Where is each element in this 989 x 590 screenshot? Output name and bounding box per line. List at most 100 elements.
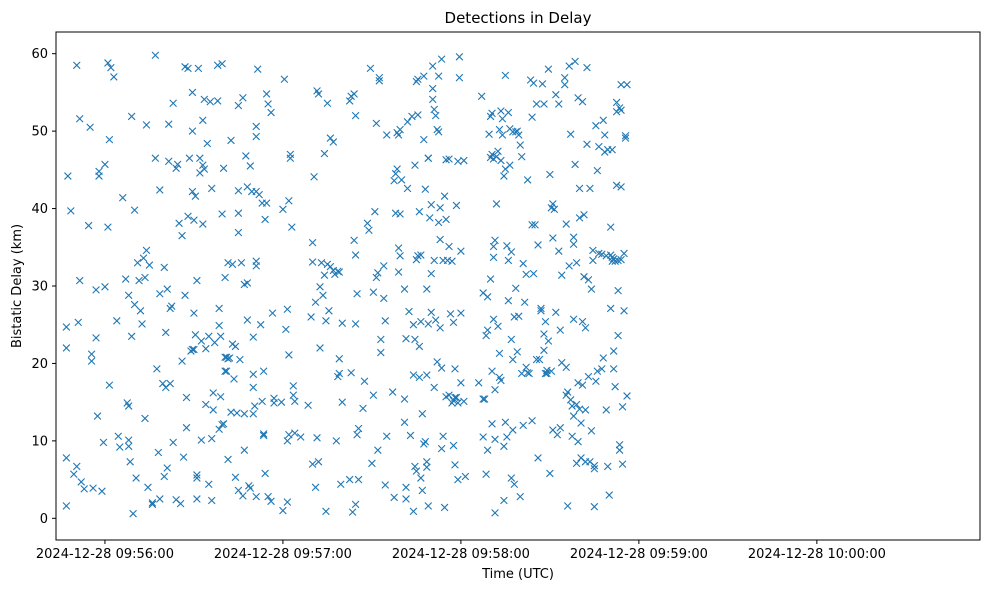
data-point xyxy=(236,355,244,364)
data-point xyxy=(216,332,225,341)
data-point xyxy=(537,306,545,315)
data-point xyxy=(504,296,513,305)
data-point xyxy=(351,251,360,259)
data-point xyxy=(442,155,450,164)
data-point xyxy=(509,355,517,364)
data-point xyxy=(617,255,625,264)
data-point xyxy=(581,406,590,414)
data-point xyxy=(219,420,228,428)
data-point xyxy=(562,363,570,372)
data-point xyxy=(417,317,425,326)
data-point xyxy=(351,500,360,509)
data-point xyxy=(113,317,121,325)
data-point xyxy=(427,200,436,209)
data-point xyxy=(196,154,204,163)
data-point xyxy=(202,344,210,353)
data-point xyxy=(219,164,228,173)
data-point xyxy=(345,475,354,484)
data-point xyxy=(489,253,498,262)
data-point xyxy=(200,95,209,104)
data-point xyxy=(455,52,464,61)
data-point xyxy=(319,291,327,300)
data-point xyxy=(445,155,453,163)
data-point xyxy=(557,271,566,279)
data-point xyxy=(308,258,317,266)
data-point xyxy=(529,269,538,278)
data-point xyxy=(350,90,358,98)
data-point xyxy=(436,235,444,244)
data-point xyxy=(532,100,541,108)
data-point xyxy=(207,184,216,193)
data-point xyxy=(62,344,71,352)
data-point xyxy=(234,486,243,495)
data-point xyxy=(590,464,599,473)
data-point xyxy=(571,57,579,66)
data-point xyxy=(224,258,232,267)
data-point xyxy=(270,399,278,407)
data-point xyxy=(408,112,416,121)
data-point xyxy=(428,62,437,70)
data-point xyxy=(451,365,459,373)
data-point xyxy=(110,73,118,81)
data-point xyxy=(369,288,378,296)
data-point xyxy=(288,223,296,231)
data-point xyxy=(424,320,433,328)
data-point xyxy=(519,421,527,430)
data-point xyxy=(95,172,103,180)
data-point xyxy=(614,286,622,295)
data-point xyxy=(621,131,630,140)
data-point xyxy=(609,365,618,373)
data-point xyxy=(184,212,192,221)
data-point xyxy=(350,236,358,245)
data-point xyxy=(569,233,578,242)
data-point xyxy=(335,355,344,363)
data-point xyxy=(240,446,249,454)
data-point xyxy=(405,307,413,316)
data-point xyxy=(609,347,618,355)
data-point xyxy=(495,125,504,134)
data-point xyxy=(500,172,508,180)
data-point xyxy=(191,330,200,339)
data-point xyxy=(167,302,176,310)
data-point xyxy=(215,425,223,434)
data-point xyxy=(178,357,186,365)
data-point xyxy=(62,323,71,331)
data-point xyxy=(451,461,459,469)
data-point xyxy=(428,95,437,104)
data-point xyxy=(436,324,444,332)
data-point xyxy=(338,398,347,406)
data-point xyxy=(620,249,628,258)
data-point xyxy=(534,454,542,462)
data-point xyxy=(354,424,363,433)
data-point xyxy=(491,509,499,517)
data-point xyxy=(497,376,505,385)
data-point xyxy=(615,440,624,449)
data-point xyxy=(498,114,507,123)
data-point xyxy=(560,80,569,89)
data-point xyxy=(606,223,615,231)
data-point xyxy=(317,258,326,267)
data-point xyxy=(233,409,241,417)
data-point xyxy=(316,282,324,291)
data-point xyxy=(92,334,100,342)
data-point xyxy=(565,62,573,70)
data-point xyxy=(563,502,572,510)
data-point xyxy=(509,426,517,434)
data-point xyxy=(538,80,547,88)
data-point xyxy=(206,97,215,106)
data-point xyxy=(209,389,218,397)
data-point xyxy=(586,184,594,193)
data-point xyxy=(504,256,513,265)
data-point xyxy=(455,73,464,82)
y-tick-label: 50 xyxy=(31,125,48,140)
data-point xyxy=(483,293,492,301)
data-point xyxy=(173,160,182,169)
data-point xyxy=(154,448,163,457)
data-point xyxy=(374,446,382,454)
data-point xyxy=(243,316,252,324)
data-point xyxy=(411,462,419,471)
data-point xyxy=(414,75,422,84)
data-point xyxy=(500,442,508,451)
data-point xyxy=(67,207,75,215)
